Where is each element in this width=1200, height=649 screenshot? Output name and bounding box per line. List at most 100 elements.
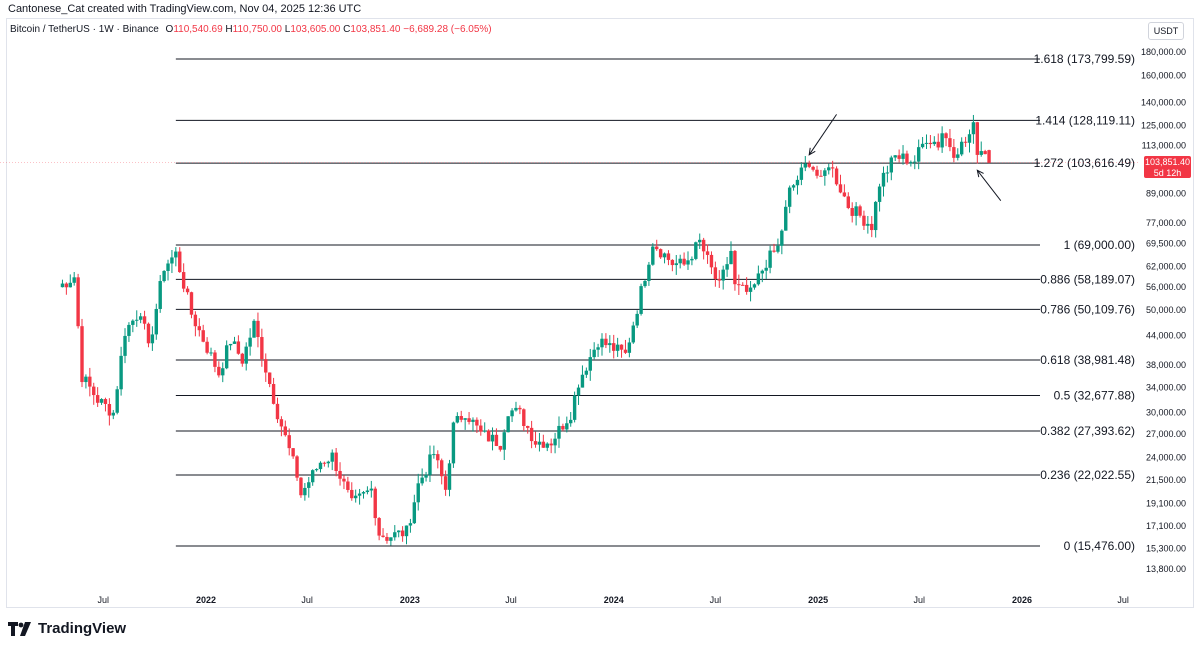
candle	[963, 136, 968, 147]
candle-body	[698, 239, 702, 243]
candle-body	[658, 249, 663, 258]
candle-body	[588, 357, 592, 371]
candle	[916, 139, 921, 170]
tradingview-logo[interactable]: TradingView	[8, 620, 126, 637]
candle-body	[377, 518, 381, 536]
candle-body	[408, 523, 413, 526]
candle	[678, 254, 682, 269]
candle-body	[623, 349, 628, 353]
candle	[592, 342, 596, 360]
candle-body	[209, 352, 213, 354]
candle-body	[217, 366, 221, 376]
candle-body	[494, 434, 499, 446]
candle-body	[330, 452, 334, 462]
candle-body	[819, 175, 823, 177]
candle	[342, 475, 346, 490]
candle-body	[178, 251, 182, 273]
candle-body	[451, 422, 456, 464]
candle	[369, 480, 374, 498]
candle-body	[248, 337, 252, 347]
candle	[338, 462, 342, 486]
candle-body	[561, 425, 565, 430]
candle	[483, 422, 487, 433]
candle-body	[795, 179, 800, 186]
candle-body	[944, 133, 948, 139]
candle	[111, 409, 115, 420]
fib-label-0: 0 (15,476.00)	[1064, 539, 1135, 553]
arrow-head	[976, 169, 984, 178]
candle-body	[916, 147, 921, 162]
last-price-tag: 103,851.40 5d 12h	[1144, 156, 1191, 178]
candle	[271, 377, 276, 405]
candle-body	[760, 270, 764, 274]
candle	[651, 243, 655, 266]
candle	[373, 486, 377, 526]
candle	[381, 528, 385, 538]
x-tick-label: 2026	[1012, 595, 1032, 605]
candle	[518, 405, 522, 415]
candle	[615, 337, 620, 357]
candle	[502, 429, 506, 461]
candle	[557, 416, 561, 448]
candle	[459, 410, 463, 423]
candle	[741, 282, 745, 286]
candle-body	[959, 141, 964, 155]
candle-body	[146, 323, 151, 344]
candle-body	[396, 530, 401, 533]
candle	[709, 251, 714, 275]
candle	[705, 244, 710, 264]
candle	[424, 471, 428, 482]
candle	[291, 447, 295, 459]
candle	[490, 427, 495, 451]
candle	[389, 537, 393, 546]
currency-selector[interactable]: USDT	[1148, 22, 1184, 40]
y-tick-label: 24,000.00	[1146, 453, 1186, 463]
candle	[326, 460, 331, 468]
candle-body	[467, 418, 471, 422]
candle-body	[80, 326, 84, 383]
candle	[322, 461, 327, 467]
y-tick-label: 56,000.00	[1146, 282, 1186, 292]
candle	[569, 412, 573, 427]
candle	[135, 310, 139, 327]
candle	[385, 533, 389, 544]
candle	[287, 428, 291, 456]
candle-body	[737, 284, 741, 286]
candle	[99, 398, 104, 405]
candle	[572, 391, 577, 423]
candle	[827, 163, 831, 175]
candle	[682, 252, 686, 267]
x-axis: Jul 2022 Jul 2023 Jul 2024 Jul 2025 Jul 2026 Jul	[97, 595, 1128, 605]
y-tick-label: 44,000.00	[1146, 331, 1186, 341]
candle-body	[873, 201, 878, 231]
candle-body	[181, 272, 186, 289]
x-tick-label: 2023	[400, 595, 420, 605]
candle	[698, 233, 702, 249]
symbol-label[interactable]: Bitcoin / TetherUS · 1W · Binance	[10, 24, 159, 35]
candle-body	[901, 153, 905, 159]
candle	[142, 310, 147, 330]
candle	[103, 397, 108, 412]
candle-body	[127, 324, 131, 336]
candle	[303, 482, 307, 501]
candle-body	[189, 292, 194, 315]
candle-body	[514, 407, 518, 411]
fib-label-0.618: 0.618 (38,981.48)	[1040, 353, 1135, 367]
candle	[68, 274, 72, 288]
candle	[647, 261, 651, 286]
candle	[748, 280, 753, 302]
candle-body	[338, 470, 342, 479]
candle	[553, 432, 557, 454]
candle-body	[686, 260, 690, 265]
candle	[975, 121, 980, 164]
candle	[756, 265, 761, 286]
candle	[307, 476, 311, 498]
candle	[971, 114, 976, 144]
candle-body	[619, 344, 624, 350]
candle-body	[983, 151, 987, 155]
candle	[498, 445, 503, 452]
low-value: 103,605.00	[290, 24, 341, 35]
candle-body	[674, 263, 678, 266]
candle	[486, 429, 491, 442]
